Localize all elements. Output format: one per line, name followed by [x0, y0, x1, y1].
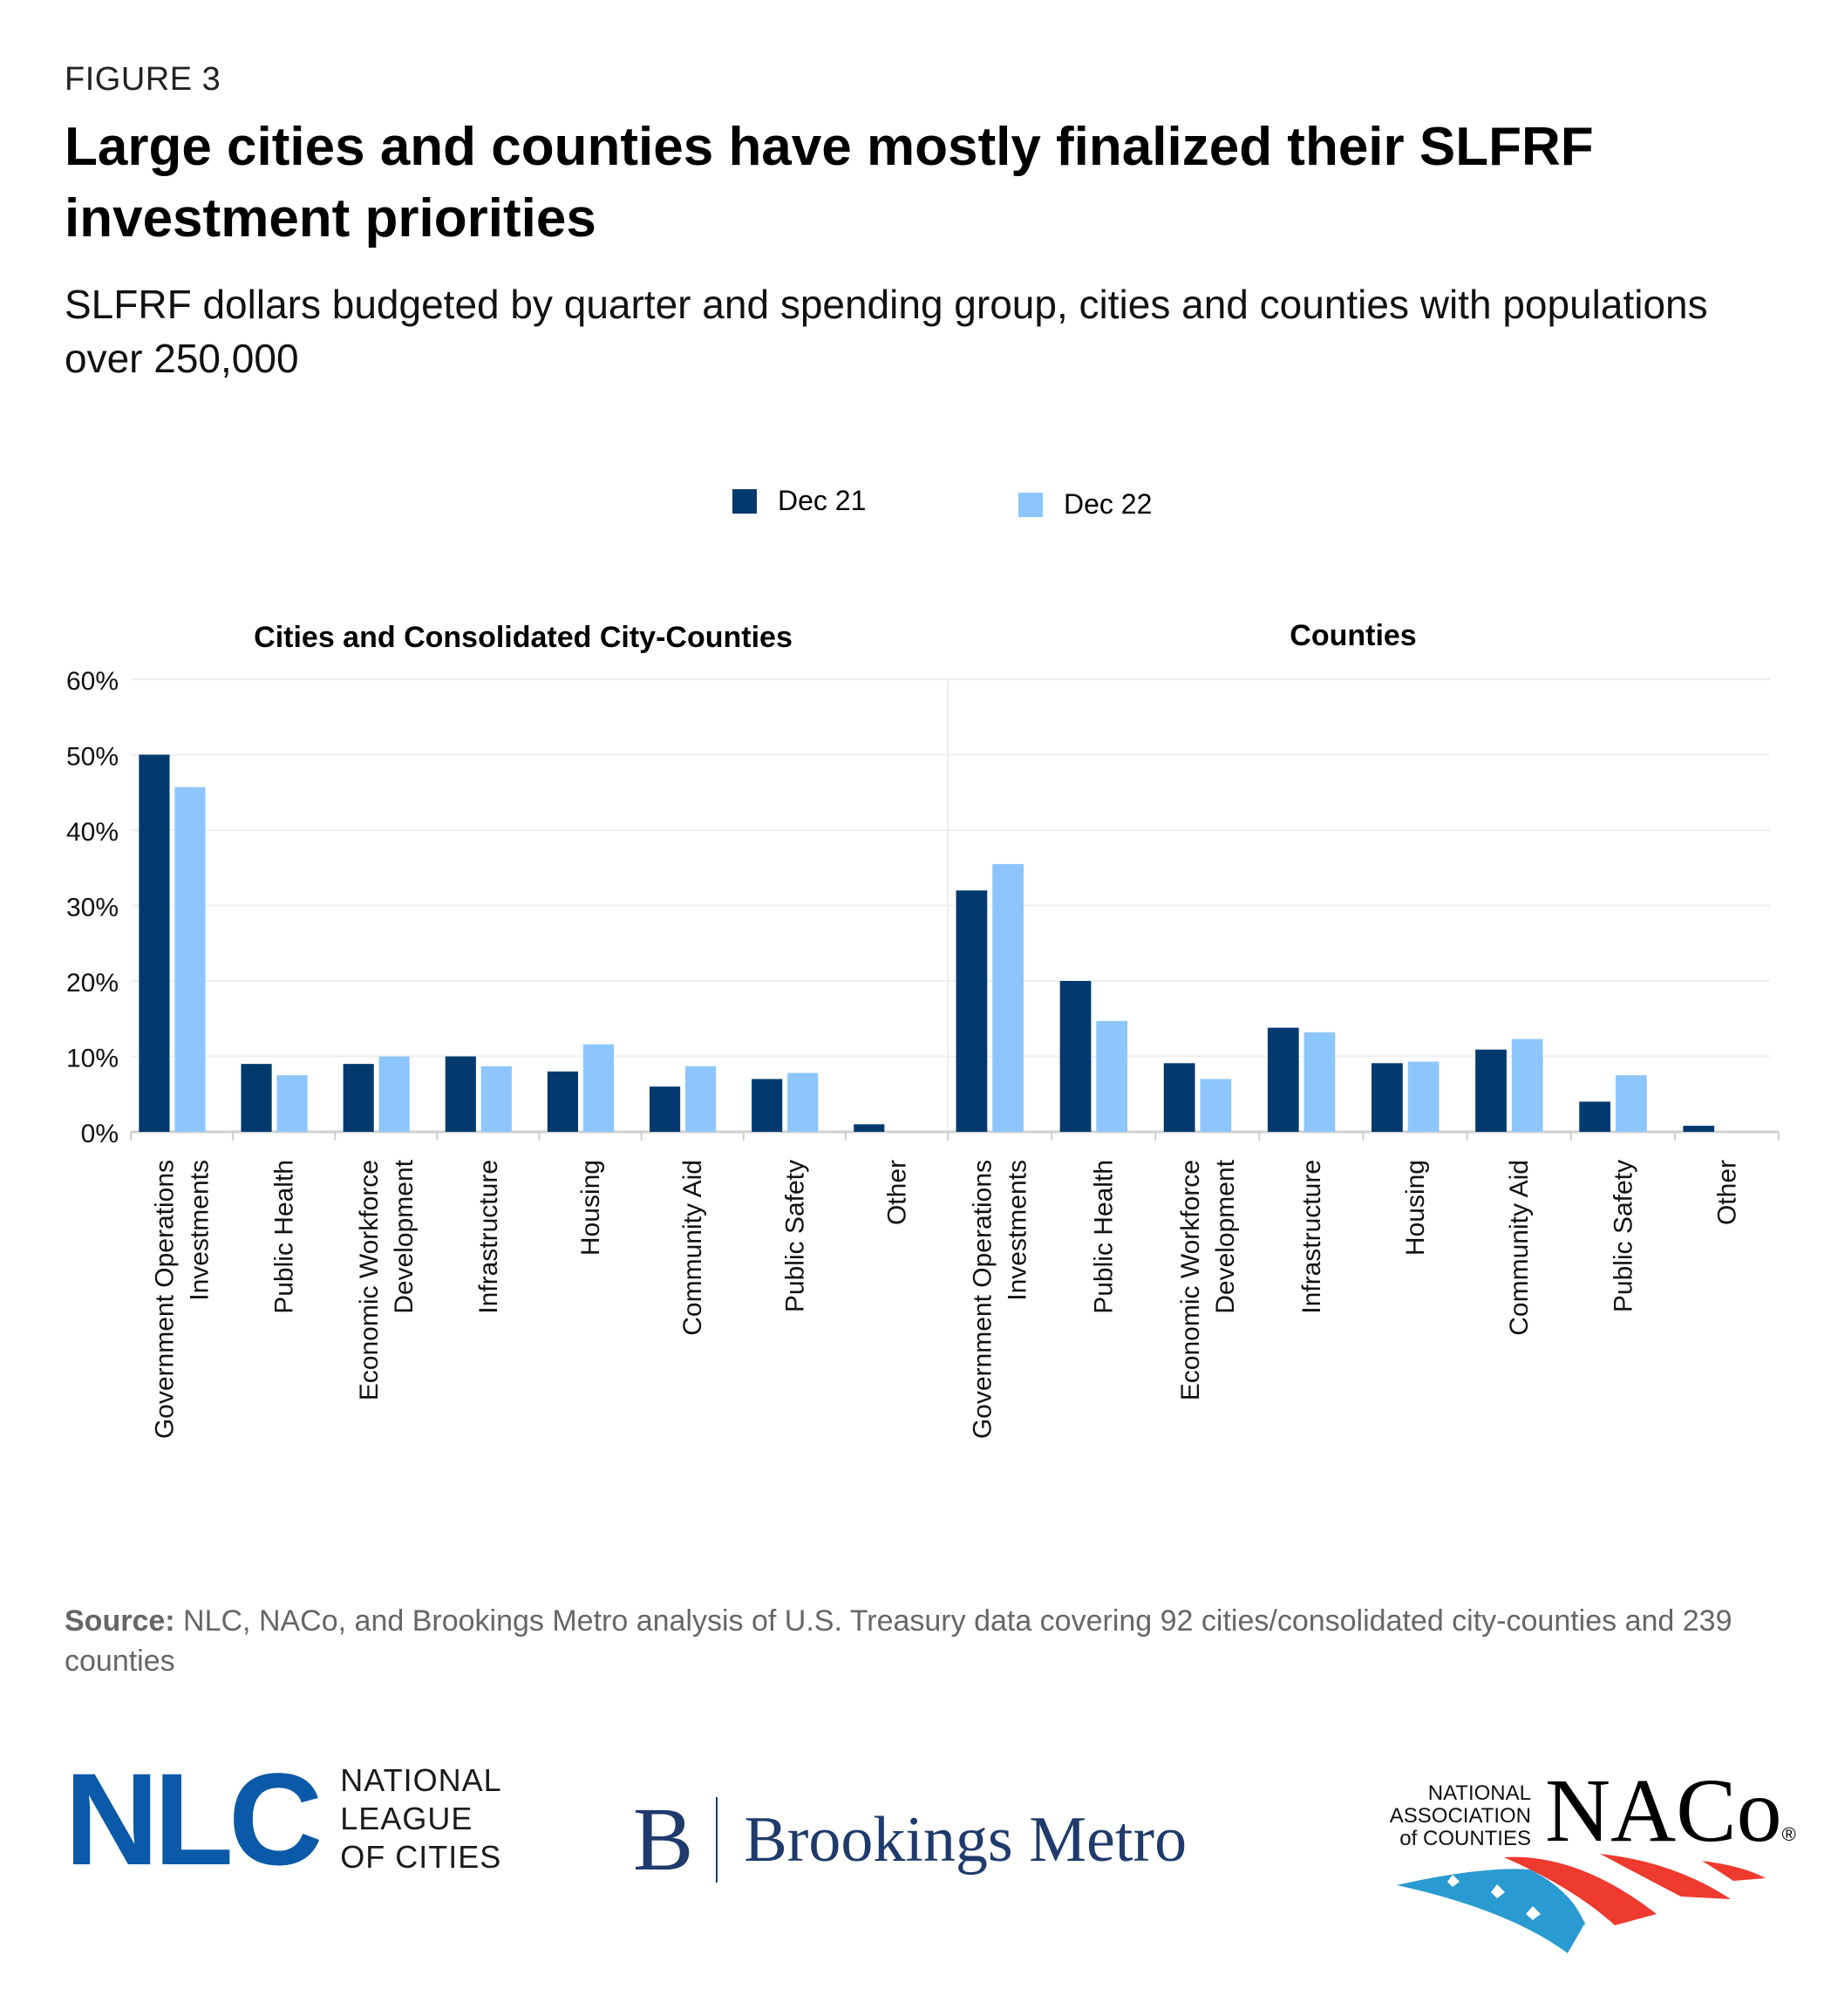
bar-dec-21	[1683, 1126, 1715, 1132]
bar-dec-22	[787, 1073, 819, 1132]
bar-dec-21	[1059, 981, 1092, 1132]
x-category-label: Public Health	[1090, 1160, 1119, 1314]
y-tick-label: 50%	[66, 743, 119, 772]
x-category-label: Infrastructure	[1297, 1160, 1326, 1314]
bar-dec-22	[1200, 1079, 1232, 1132]
bar-dec-21	[547, 1071, 579, 1132]
x-category-label: Economic Workforce	[1176, 1160, 1205, 1400]
y-tick-label: 0%	[81, 1120, 119, 1148]
bar-dec-22	[174, 787, 206, 1132]
x-category-label: Investments	[186, 1160, 214, 1301]
figure-label: FIGURE 3	[65, 61, 221, 98]
legend-item-dec21: Dec 21	[732, 485, 866, 517]
y-tick-label: 20%	[66, 969, 119, 998]
bar-dec-21	[445, 1056, 476, 1132]
x-category-label: Government Operations	[151, 1160, 180, 1439]
x-category-label: Other	[1712, 1160, 1741, 1225]
nlc-line1: NATIONAL	[340, 1762, 502, 1798]
brookings-logo-name: Brookings Metro	[744, 1803, 1188, 1876]
bar-dec-22	[1096, 1020, 1128, 1132]
nlc-logo-text: NATIONAL LEAGUE OF CITIES	[340, 1761, 501, 1876]
nlc-line2: LEAGUE	[340, 1801, 473, 1836]
y-tick-label: 30%	[66, 894, 119, 923]
nlc-logo-mark: NLC	[65, 1746, 323, 1892]
x-category-label: Investments	[1004, 1160, 1032, 1301]
source-note: Source: NLC, NACo, and Brookings Metro a…	[65, 1601, 1791, 1681]
brookings-logo-mark: B	[633, 1789, 694, 1890]
x-category-label: Infrastructure	[474, 1160, 503, 1314]
bar-dec-21	[1475, 1049, 1507, 1132]
bar-dec-22	[378, 1056, 410, 1132]
nlc-line3: OF CITIES	[340, 1839, 502, 1875]
bar-dec-22	[276, 1075, 308, 1132]
legend-label-dec22: Dec 22	[1064, 488, 1153, 520]
source-text: NLC, NACo, and Brookings Metro analysis …	[65, 1604, 1732, 1678]
naco-logo-text: NATIONAL ASSOCIATION of COUNTIES	[1386, 1782, 1531, 1850]
brookings-divider	[716, 1797, 718, 1883]
y-tick-label: 10%	[66, 1045, 119, 1073]
chart-title: Large cities and counties have mostly fi…	[65, 117, 1594, 249]
bar-dec-22	[1407, 1061, 1440, 1132]
legend-item-dec22: Dec 22	[1018, 488, 1152, 521]
x-category-label: Economic Workforce	[355, 1160, 384, 1400]
naco-line1: NATIONAL	[1427, 1781, 1531, 1805]
bar-dec-22	[1511, 1039, 1543, 1132]
bar-dec-21	[854, 1124, 885, 1132]
bar-chart: 0% 10% 20% 30% 40% 50% 60% Cities and Consolida…	[66, 619, 1780, 1439]
naco-line3: of COUNTIES	[1399, 1827, 1531, 1850]
legend-swatch-dec21	[732, 488, 757, 514]
legend-swatch-dec22	[1018, 492, 1043, 517]
x-category-label: Housing	[1401, 1160, 1430, 1256]
bar-dec-22	[582, 1044, 615, 1132]
bar-dec-21	[956, 890, 988, 1132]
x-category-label: Government Operations	[969, 1160, 997, 1439]
source-label: Source:	[65, 1604, 175, 1638]
bar-dec-21	[139, 754, 170, 1132]
y-tick-label: 60%	[66, 667, 119, 696]
naco-registered: ®	[1781, 1823, 1796, 1845]
bar-dec-22	[992, 863, 1024, 1132]
bar-dec-21	[1267, 1027, 1299, 1132]
x-category-label: Public Safety	[780, 1160, 809, 1312]
x-category-label: Development	[1211, 1159, 1240, 1313]
bar-dec-22	[1615, 1075, 1647, 1132]
nlc-logo: NLC NATIONAL LEAGUE OF CITIES	[65, 1746, 502, 1892]
naco-line2: ASSOCIATION	[1389, 1804, 1531, 1828]
bar-dec-21	[752, 1079, 783, 1132]
bar-dec-21	[241, 1064, 272, 1132]
bar-dec-22	[684, 1066, 717, 1132]
x-category-label: Development	[390, 1159, 419, 1313]
bar-dec-21	[1372, 1063, 1403, 1132]
panel-title: Counties	[1290, 619, 1416, 652]
bar-dec-22	[1303, 1032, 1336, 1132]
naco-logo: NATIONAL ASSOCIATION of COUNTIES NACo®	[1378, 1763, 1796, 1971]
y-tick-label: 40%	[66, 818, 119, 847]
naco-flag-icon	[1397, 1854, 1766, 1953]
bar-dec-21	[1579, 1101, 1611, 1132]
chart-subtitle: SLFRF dollars budgeted by quarter and sp…	[65, 282, 1708, 381]
x-category-label: Housing	[576, 1160, 605, 1256]
bar-dec-21	[649, 1086, 681, 1132]
bar-dec-22	[480, 1066, 512, 1132]
x-category-label: Community Aid	[1505, 1160, 1534, 1336]
legend: Dec 21 Dec 22	[0, 485, 1831, 528]
x-category-label: Public Safety	[1609, 1160, 1637, 1312]
legend-label-dec21: Dec 21	[778, 485, 867, 516]
x-category-label: Community Aid	[678, 1160, 707, 1336]
bar-dec-21	[1163, 1063, 1195, 1132]
brookings-logo: B Brookings Metro	[633, 1795, 1187, 1885]
bar-dec-21	[343, 1064, 374, 1132]
panel-title: Cities and Consolidated City-Counties	[254, 621, 793, 654]
x-category-label: Other	[882, 1160, 911, 1225]
naco-logo-mark: NACo®	[1545, 1763, 1796, 1883]
x-category-label: Public Health	[270, 1160, 299, 1314]
naco-mark-text: NACo	[1545, 1761, 1782, 1861]
